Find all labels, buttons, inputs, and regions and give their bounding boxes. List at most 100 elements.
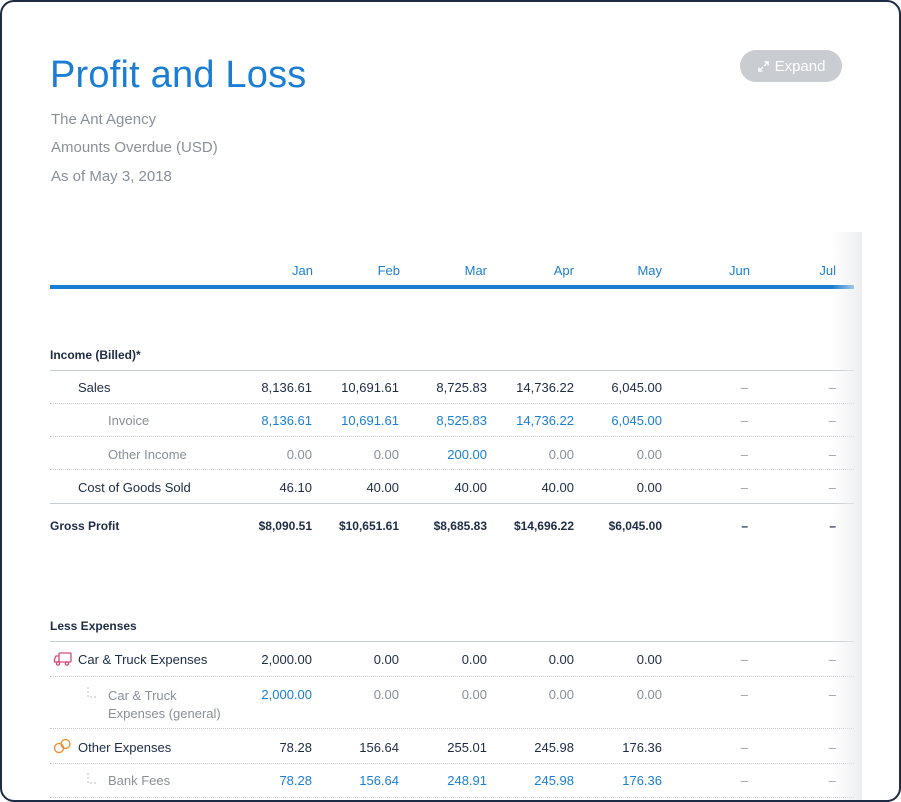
cell: – [756, 447, 836, 462]
cell: – [756, 380, 836, 395]
cell: 0.00 [636, 447, 662, 462]
cell: – [740, 447, 748, 462]
month-header: Jan [292, 263, 313, 278]
cell: 0.00 [461, 687, 487, 702]
expand-button[interactable]: Expand [740, 50, 842, 82]
cell: 2,000.00 [261, 652, 312, 667]
expand-arrows-icon [757, 60, 769, 72]
cell-link[interactable]: 156.64 [359, 773, 399, 788]
row-label: Sales [78, 380, 111, 395]
divider [50, 403, 854, 404]
cell-link[interactable]: 78.28 [279, 773, 312, 788]
tree-branch-icon [87, 687, 97, 698]
cell: 0.00 [373, 652, 399, 667]
coins-icon [53, 738, 71, 754]
cell: 0.00 [636, 480, 662, 495]
cell: – [756, 519, 836, 533]
cell: 8,725.83 [436, 380, 487, 395]
divider [50, 676, 854, 677]
divider [50, 797, 854, 798]
cell: 0.00 [373, 447, 399, 462]
cell: 0.00 [286, 447, 312, 462]
row-label: Car & Truck Expenses (general) [108, 687, 221, 723]
row-label: Other Expenses [78, 740, 172, 755]
cell: – [756, 652, 836, 667]
month-header: Jun [729, 263, 750, 278]
cell-link[interactable]: 6,045.00 [611, 413, 662, 428]
report-date: As of May 3, 2018 [51, 168, 172, 185]
cell: 0.00 [548, 652, 574, 667]
month-header: May [637, 263, 662, 278]
company-name: The Ant Agency [51, 111, 157, 128]
cell: 0.00 [636, 687, 662, 702]
cell: $8,685.83 [433, 519, 487, 533]
cell: 78.28 [279, 740, 312, 755]
cell: – [740, 413, 748, 428]
month-header: Apr [553, 263, 574, 278]
month-header-row: Jan Feb Mar Apr May Jun Jul [50, 252, 854, 289]
divider [50, 469, 854, 470]
cell: $14,696.22 [513, 519, 574, 533]
divider [50, 641, 854, 642]
cell: 0.00 [461, 652, 487, 667]
cell-link[interactable]: 10,691.61 [341, 413, 399, 428]
cell: 40.00 [541, 480, 574, 495]
cell: – [740, 480, 748, 495]
cell: 176.36 [622, 740, 662, 755]
month-header: Jul [819, 263, 836, 278]
cell: 0.00 [548, 447, 574, 462]
expand-label: Expand [774, 57, 826, 75]
row-label: Car & Truck Expenses [78, 652, 208, 667]
cell: 245.98 [534, 740, 574, 755]
cell-link[interactable]: 248.91 [447, 773, 487, 788]
cell: 8,136.61 [261, 380, 312, 395]
cell: – [756, 480, 836, 495]
header-divider [50, 285, 854, 289]
row-label: Invoice [108, 413, 150, 428]
divider [50, 436, 854, 437]
cell-link[interactable]: 8,525.83 [436, 413, 487, 428]
cell: 46.10 [279, 480, 312, 495]
cell-link[interactable]: 176.36 [622, 773, 662, 788]
cell: 14,736.22 [516, 380, 574, 395]
divider [50, 728, 854, 729]
cell: – [740, 687, 748, 702]
row-label: Gross Profit [50, 519, 120, 533]
cell: 0.00 [548, 687, 574, 702]
cell-link[interactable]: 245.98 [534, 773, 574, 788]
cell: $10,651.61 [338, 519, 399, 533]
row-label-line: Expenses (general) [108, 706, 221, 721]
divider [50, 763, 854, 764]
cell: 6,045.00 [611, 380, 662, 395]
cell: $6,045.00 [608, 519, 662, 533]
cell: – [740, 773, 748, 788]
cell-link[interactable]: 8,136.61 [261, 413, 312, 428]
report-basis: Amounts Overdue (USD) [51, 139, 218, 156]
truck-icon [53, 652, 72, 666]
cell: – [756, 740, 836, 755]
cell: 40.00 [454, 480, 487, 495]
tree-branch-icon [87, 773, 97, 784]
cell: – [740, 380, 748, 395]
cell-link[interactable]: 200.00 [447, 447, 487, 462]
row-label: Bank Fees [108, 773, 171, 788]
cell: – [741, 519, 748, 533]
cell: 0.00 [373, 687, 399, 702]
cell: – [740, 652, 748, 667]
scroll-fade-edge [832, 232, 862, 800]
row-label: Cost of Goods Sold [78, 480, 191, 495]
cell: 156.64 [359, 740, 399, 755]
cell: 40.00 [366, 480, 399, 495]
cell: 10,691.61 [341, 380, 399, 395]
divider [50, 503, 854, 504]
row-label: Other Income [108, 447, 187, 462]
cell-link[interactable]: 2,000.00 [261, 687, 312, 702]
cell: 255.01 [447, 740, 487, 755]
cell: – [756, 413, 836, 428]
cell: – [756, 773, 836, 788]
divider [50, 370, 854, 371]
cell-link[interactable]: 14,736.22 [516, 413, 574, 428]
cell: $8,090.51 [258, 519, 312, 533]
row-label-line: Car & Truck [108, 688, 177, 703]
